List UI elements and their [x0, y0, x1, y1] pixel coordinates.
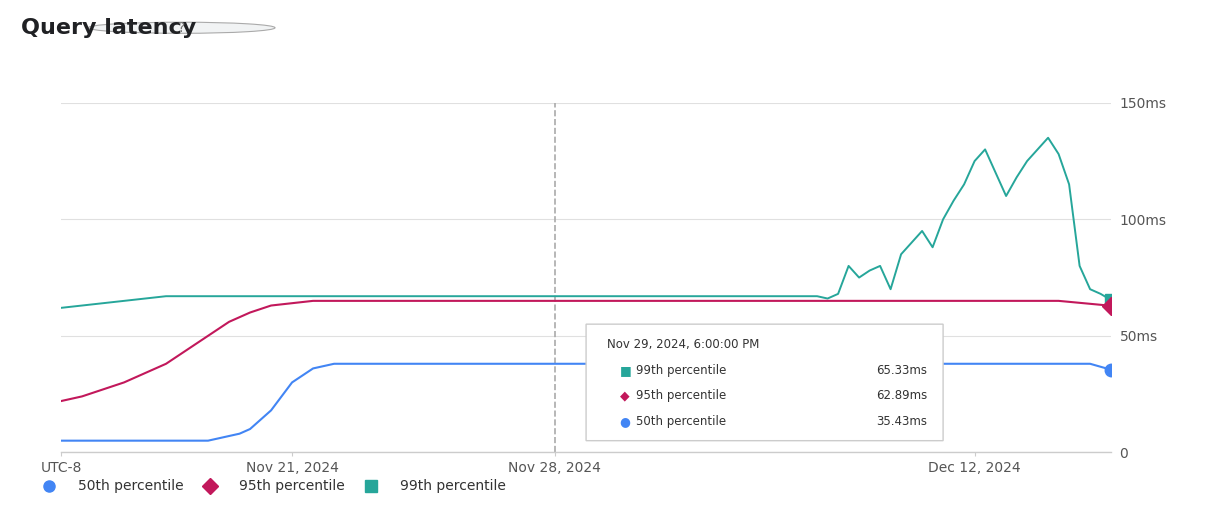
Text: 95th percentile: 95th percentile	[239, 479, 346, 493]
Text: 65.33ms: 65.33ms	[877, 364, 928, 377]
Text: 50th percentile: 50th percentile	[78, 479, 184, 493]
Text: Query latency: Query latency	[21, 18, 197, 38]
Text: Nov 29, 2024, 6:00:00 PM: Nov 29, 2024, 6:00:00 PM	[607, 338, 759, 351]
Text: 99th percentile: 99th percentile	[400, 479, 507, 493]
Text: ?: ?	[178, 21, 186, 35]
FancyBboxPatch shape	[586, 324, 943, 440]
Text: 35.43ms: 35.43ms	[877, 415, 928, 428]
Text: ■: ■	[620, 364, 631, 377]
Text: 99th percentile: 99th percentile	[636, 364, 726, 377]
Text: 50th percentile: 50th percentile	[636, 415, 726, 428]
Circle shape	[88, 22, 275, 33]
Text: ◆: ◆	[620, 390, 629, 402]
Text: ●: ●	[620, 415, 630, 428]
Text: 95th percentile: 95th percentile	[636, 390, 726, 402]
Text: 62.89ms: 62.89ms	[877, 390, 928, 402]
